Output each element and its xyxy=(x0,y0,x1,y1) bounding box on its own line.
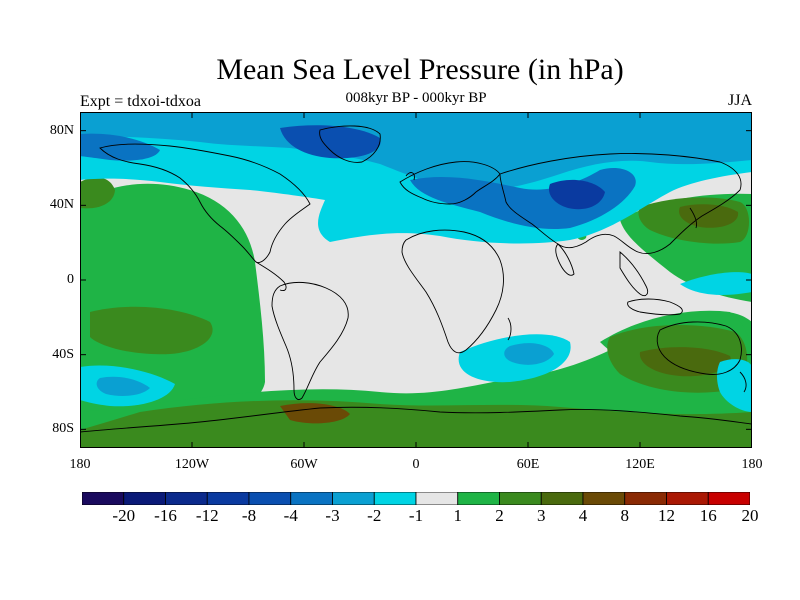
lat-tick-label: 40S xyxy=(52,346,74,362)
colorbar-box xyxy=(499,492,542,505)
colorbar-box xyxy=(248,492,292,505)
colorbar-label: -2 xyxy=(367,506,382,525)
colorbar-label: -16 xyxy=(154,506,177,525)
lon-tick-label: 0 xyxy=(412,457,420,472)
field-south-pacific-blue xyxy=(96,376,150,396)
lon-tick-label: 60E xyxy=(516,457,540,472)
colorbar-label: 2 xyxy=(495,506,504,525)
field-north-pacific-olive xyxy=(80,177,115,209)
colorbar-box xyxy=(82,492,125,505)
colorbar-box xyxy=(457,492,500,505)
colorbar-label: 12 xyxy=(658,506,675,525)
colorbar-box xyxy=(123,492,166,505)
field-antarctic-brown xyxy=(280,403,350,424)
colorbar-box xyxy=(707,492,750,505)
coast-africa xyxy=(401,229,504,354)
colorbar-label: -8 xyxy=(241,506,257,525)
map-title: Mean Sea Level Pressure (in hPa) xyxy=(216,53,624,86)
colorbar-box xyxy=(582,492,626,505)
colorbar-label: 1 xyxy=(453,506,463,525)
map-panel xyxy=(80,112,752,448)
lat-tick-label: 80S xyxy=(52,421,74,437)
colorbar-label: 8 xyxy=(620,506,630,525)
colorbar-box xyxy=(666,492,709,505)
field-antarctic-olive xyxy=(80,400,752,448)
colorbar-box xyxy=(540,492,584,505)
lon-tick-label: 60W xyxy=(290,457,318,472)
colorbar-box xyxy=(290,492,333,505)
field-north-pacific-blue xyxy=(80,133,160,161)
coast-southeast-asia xyxy=(619,251,649,297)
coast-antarctica xyxy=(80,406,752,433)
coast-madagascar xyxy=(507,317,512,341)
colorbar-box xyxy=(332,492,375,505)
colorbar-label: 3 xyxy=(537,506,546,525)
colorbar-box xyxy=(624,492,667,505)
season-label: JJA xyxy=(727,92,752,109)
coast-south-america xyxy=(271,281,349,401)
map-subtitle: 008kyr BP - 000kyr BP xyxy=(345,90,487,106)
coast-india xyxy=(555,243,575,276)
colorbar-label: 20 xyxy=(741,506,759,525)
coast-asia xyxy=(499,153,742,255)
colorbar-box xyxy=(165,492,208,505)
coast-greenland xyxy=(319,125,381,163)
colorbar-box xyxy=(415,492,459,505)
lat-tick-label: 0 xyxy=(67,272,74,287)
experiment-label: Expt = tdxoi-tdxoa xyxy=(80,93,202,110)
field-arctic-blue xyxy=(80,112,752,191)
axis-ticks xyxy=(80,112,752,448)
coast-north-america xyxy=(99,143,311,263)
field-equatorial-pacific-cyan xyxy=(680,272,752,295)
coastlines xyxy=(80,125,752,433)
colorbar-label: -20 xyxy=(112,506,136,525)
coast-uk xyxy=(405,172,415,181)
colorbar-label: 4 xyxy=(578,506,588,525)
colorbar-box xyxy=(206,492,250,505)
lon-tick-label: 180 xyxy=(69,457,91,472)
field-central-asia-blue xyxy=(548,179,605,210)
colorbar-label: -4 xyxy=(283,506,298,525)
coast-central-america xyxy=(255,261,287,291)
lon-tick-label: 180 xyxy=(741,457,763,472)
field-southeast-pacific-olive xyxy=(90,306,213,355)
colorbar-label: -12 xyxy=(195,506,219,525)
colorbar-box xyxy=(373,492,417,505)
colorbar-label: -1 xyxy=(408,506,424,525)
colorbar-label: -3 xyxy=(325,506,340,525)
coast-europe xyxy=(399,161,501,205)
lat-tick-label: 80N xyxy=(49,122,74,138)
colorbar xyxy=(82,492,750,505)
coast-new-zealand xyxy=(739,371,747,393)
lat-tick-label: 40N xyxy=(49,197,74,213)
field-east-pacific-green xyxy=(80,183,265,419)
colorbar-label: 16 xyxy=(699,506,717,525)
field-north-atlantic-blue xyxy=(280,125,381,159)
lon-tick-label: 120W xyxy=(174,457,210,472)
coast-japan xyxy=(689,207,697,229)
coast-indonesia xyxy=(627,298,683,316)
negative-anomaly-fields xyxy=(80,112,752,412)
lon-tick-label: 120E xyxy=(625,457,655,472)
coast-australia xyxy=(656,321,742,375)
field-south-atlantic-blue xyxy=(504,343,554,365)
high-anomaly-fields xyxy=(80,177,752,448)
